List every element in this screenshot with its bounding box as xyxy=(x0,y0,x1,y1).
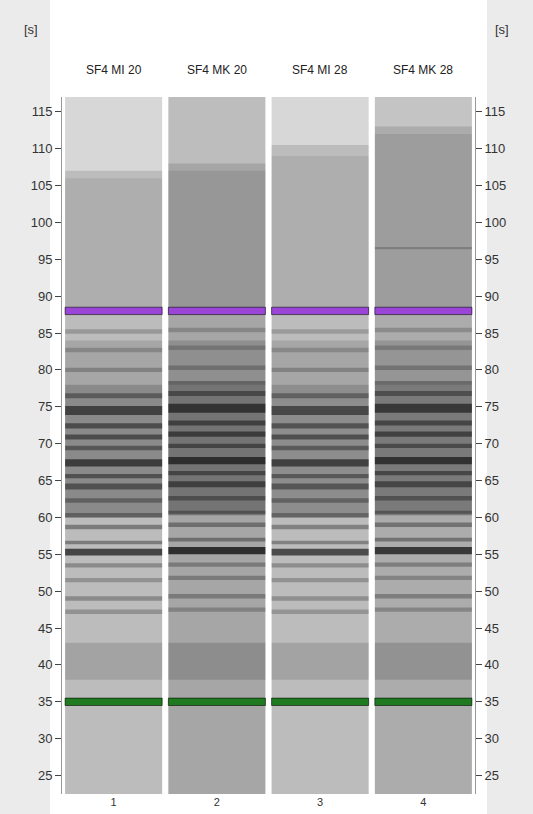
svg-text:SF4 MK 28: SF4 MK 28 xyxy=(393,63,453,77)
svg-text:55: 55 xyxy=(38,547,52,562)
svg-text:25: 25 xyxy=(38,768,52,783)
svg-text:30: 30 xyxy=(38,731,52,746)
svg-text:55: 55 xyxy=(485,547,499,562)
svg-text:65: 65 xyxy=(38,473,52,488)
svg-text:115: 115 xyxy=(32,104,53,119)
svg-text:80: 80 xyxy=(38,362,52,377)
svg-text:65: 65 xyxy=(485,473,499,488)
svg-text:100: 100 xyxy=(31,215,53,230)
svg-text:90: 90 xyxy=(38,289,52,304)
svg-text:70: 70 xyxy=(38,436,52,451)
svg-text:40: 40 xyxy=(485,657,499,672)
svg-text:4: 4 xyxy=(420,796,426,808)
svg-text:90: 90 xyxy=(485,289,499,304)
svg-text:75: 75 xyxy=(38,399,52,414)
svg-text:100: 100 xyxy=(485,215,507,230)
svg-text:50: 50 xyxy=(38,584,52,599)
svg-text:3: 3 xyxy=(317,796,323,808)
svg-text:[s]: [s] xyxy=(495,22,509,37)
svg-text:115: 115 xyxy=(485,104,506,119)
svg-text:SF4 MI 20: SF4 MI 20 xyxy=(86,63,142,77)
svg-text:110: 110 xyxy=(32,141,53,156)
svg-text:40: 40 xyxy=(38,657,52,672)
svg-text:25: 25 xyxy=(485,768,499,783)
svg-text:60: 60 xyxy=(485,510,499,525)
svg-text:1: 1 xyxy=(111,796,117,808)
svg-text:45: 45 xyxy=(485,621,499,636)
svg-text:2: 2 xyxy=(214,796,220,808)
svg-text:70: 70 xyxy=(485,436,499,451)
svg-text:60: 60 xyxy=(38,510,52,525)
svg-text:SF4 MK 20: SF4 MK 20 xyxy=(187,63,247,77)
svg-text:105: 105 xyxy=(485,178,507,193)
svg-text:50: 50 xyxy=(485,584,499,599)
svg-text:[s]: [s] xyxy=(24,22,38,37)
svg-text:95: 95 xyxy=(38,252,52,267)
svg-text:85: 85 xyxy=(38,326,52,341)
svg-text:75: 75 xyxy=(485,399,499,414)
svg-text:95: 95 xyxy=(485,252,499,267)
svg-text:80: 80 xyxy=(485,362,499,377)
svg-text:85: 85 xyxy=(485,326,499,341)
svg-text:105: 105 xyxy=(31,178,53,193)
svg-text:30: 30 xyxy=(485,731,499,746)
svg-text:110: 110 xyxy=(485,141,506,156)
svg-text:35: 35 xyxy=(485,694,499,709)
svg-text:SF4 MI 28: SF4 MI 28 xyxy=(292,63,348,77)
svg-text:45: 45 xyxy=(38,621,52,636)
svg-text:35: 35 xyxy=(38,694,52,709)
